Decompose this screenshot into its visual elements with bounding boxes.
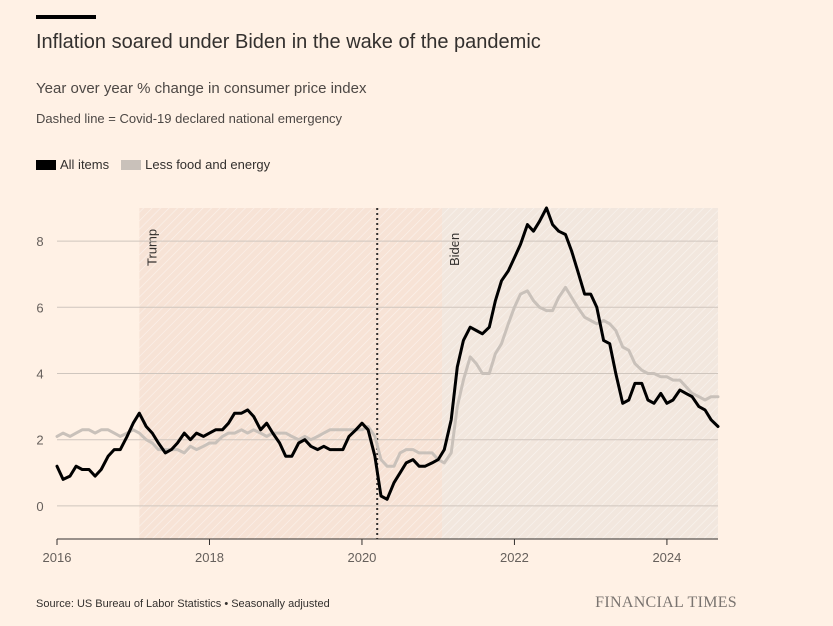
- legend-label-all-items: All items: [60, 157, 110, 172]
- chart-subtitle: Year over year % change in consumer pric…: [36, 80, 367, 97]
- legend-swatch-all-items: [36, 159, 56, 170]
- brand-bar: [36, 15, 96, 19]
- x-tick-label-2020: 2020: [347, 550, 376, 565]
- source-note: Source: US Bureau of Labor Statistics • …: [36, 598, 330, 610]
- y-tick-label-0: 0: [36, 499, 43, 514]
- legend: All items Less food and energy: [36, 157, 282, 172]
- y-tick-label-8: 8: [36, 234, 43, 249]
- x-tick-label-2018: 2018: [195, 550, 224, 565]
- brand-logo: FINANCIAL TIMES: [595, 594, 737, 611]
- series-line-all-items: [55, 206, 720, 501]
- series-line-less-food-energy: [55, 285, 720, 468]
- period-label-trump: Trump: [144, 229, 159, 266]
- x-tick-label-2016: 2016: [43, 550, 72, 565]
- legend-swatch-less-food-energy: [121, 159, 142, 170]
- chart-note: Dashed line = Covid-19 declared national…: [36, 111, 343, 126]
- chart-title: Inflation soared under Biden in the wake…: [36, 31, 541, 53]
- legend-label-less-food-energy: Less food and energy: [145, 157, 271, 172]
- x-tick-label-2022: 2022: [500, 550, 529, 565]
- legend-item-all-items: All items: [36, 157, 109, 172]
- x-tick-label-2024: 2024: [652, 550, 681, 565]
- chart-svg: Trump Biden 0 2 4 6 8 2016 2018 2020 2022 2024: [36, 206, 720, 565]
- legend-item-less-food-energy: Less food and energy: [121, 157, 270, 172]
- y-tick-label-4: 4: [36, 367, 43, 382]
- y-tick-label-2: 2: [36, 433, 43, 448]
- y-tick-label-6: 6: [36, 300, 43, 315]
- period-label-biden: Biden: [447, 233, 462, 266]
